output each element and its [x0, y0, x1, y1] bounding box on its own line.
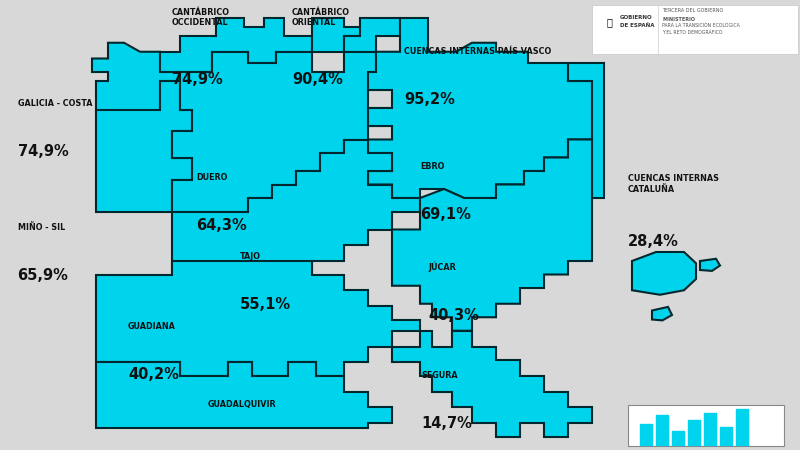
Text: PARA LA TRANSICIÓN ECOLÓGICA: PARA LA TRANSICIÓN ECOLÓGICA — [662, 23, 740, 28]
Polygon shape — [632, 252, 696, 295]
Text: CANTÁBRICO
ORIENTAL: CANTÁBRICO ORIENTAL — [292, 8, 350, 27]
Polygon shape — [96, 81, 192, 212]
Text: TERCERA DEL GOBIERNO: TERCERA DEL GOBIERNO — [662, 8, 724, 13]
Text: CUENCAS INTERNAS
CATALUÑA: CUENCAS INTERNAS CATALUÑA — [628, 174, 719, 194]
Text: GUADALQUIVIR: GUADALQUIVIR — [208, 400, 277, 410]
Polygon shape — [160, 18, 312, 72]
Text: MINISTERIO: MINISTERIO — [662, 17, 695, 22]
Text: 74,9%: 74,9% — [172, 72, 222, 87]
Text: 64,3%: 64,3% — [196, 218, 246, 233]
FancyBboxPatch shape — [592, 4, 798, 54]
Polygon shape — [392, 331, 592, 436]
Polygon shape — [392, 140, 592, 331]
Text: 40,3%: 40,3% — [428, 308, 479, 323]
Text: JÚCAR: JÚCAR — [428, 262, 456, 272]
Text: CANTÁBRICO
OCCIDENTAL: CANTÁBRICO OCCIDENTAL — [172, 8, 230, 27]
Text: 65,9%: 65,9% — [18, 268, 69, 283]
Text: 69,1%: 69,1% — [420, 207, 471, 222]
Text: GOBIERNO: GOBIERNO — [620, 15, 653, 20]
Text: 74,9%: 74,9% — [18, 144, 68, 159]
Text: 14,7%: 14,7% — [422, 416, 473, 431]
Polygon shape — [172, 140, 420, 274]
Text: GUADIANA: GUADIANA — [128, 322, 176, 331]
Text: 28,4%: 28,4% — [628, 234, 679, 249]
Polygon shape — [368, 18, 592, 198]
Polygon shape — [344, 18, 400, 52]
Text: EBRO: EBRO — [420, 162, 444, 171]
Text: 55,1%: 55,1% — [240, 297, 291, 312]
Text: SEGURA: SEGURA — [422, 371, 458, 380]
Text: CUENCAS INTERNAS PAÍS VASCO: CUENCAS INTERNAS PAÍS VASCO — [404, 47, 551, 56]
Text: 95,2%: 95,2% — [404, 92, 455, 107]
Polygon shape — [172, 52, 392, 212]
Text: 90,4%: 90,4% — [292, 72, 343, 87]
Polygon shape — [92, 43, 180, 110]
Text: 40,2%: 40,2% — [128, 367, 179, 382]
Text: Y EL RETO DEMOGRÁFICO: Y EL RETO DEMOGRÁFICO — [662, 30, 723, 35]
Text: TAJO: TAJO — [240, 252, 261, 261]
Text: GALICIA - COSTA: GALICIA - COSTA — [18, 99, 92, 108]
Text: DUERO: DUERO — [196, 173, 227, 182]
Polygon shape — [96, 261, 420, 376]
Polygon shape — [652, 307, 672, 320]
Polygon shape — [568, 63, 604, 198]
FancyBboxPatch shape — [628, 405, 784, 446]
Text: 🦅: 🦅 — [606, 17, 612, 27]
Text: DE ESPAÑA: DE ESPAÑA — [620, 23, 654, 28]
Polygon shape — [700, 259, 720, 271]
Polygon shape — [96, 362, 392, 427]
Text: MIÑO - SIL: MIÑO - SIL — [18, 223, 65, 232]
Polygon shape — [312, 18, 360, 52]
